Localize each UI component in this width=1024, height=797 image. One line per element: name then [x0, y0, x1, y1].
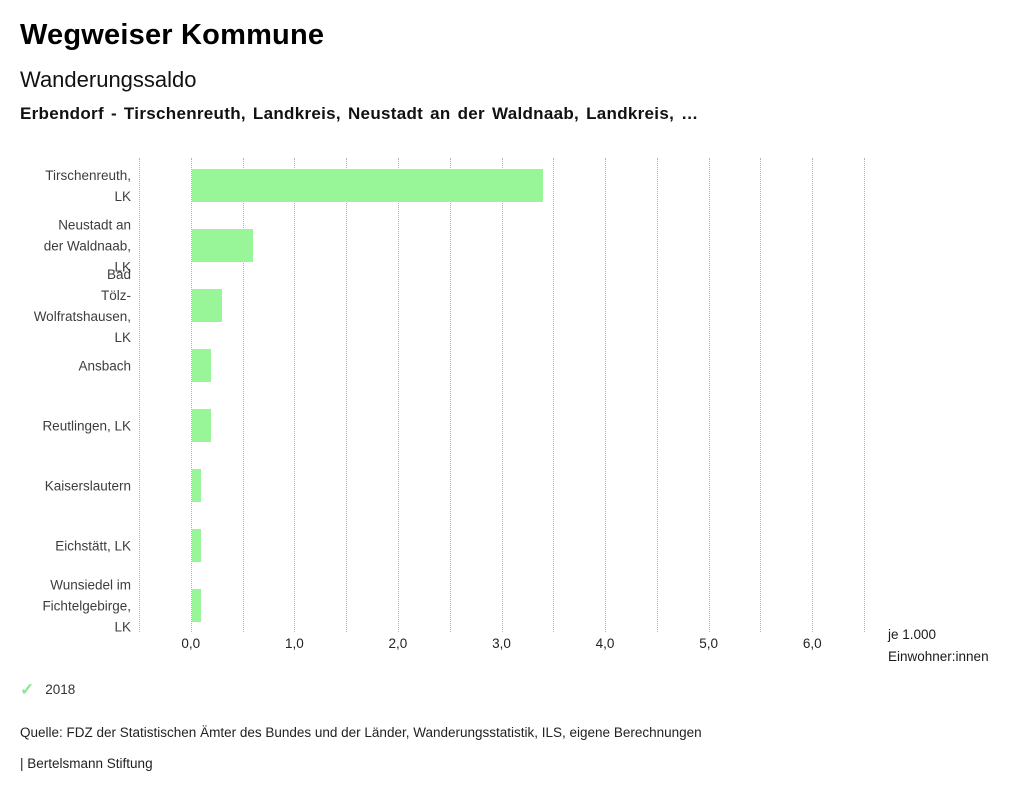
- gridline: [760, 158, 762, 632]
- check-icon: ✓: [20, 680, 35, 699]
- gridline: [812, 158, 814, 632]
- category-label: Eichstätt, LK: [55, 535, 131, 556]
- category-label-line: Fichtelgebirge,: [42, 598, 131, 613]
- category-label-line: Ansbach: [78, 358, 131, 373]
- gridline: [139, 158, 140, 632]
- category-label: Wunsiedel im Fichtelgebirge, LK: [42, 574, 131, 637]
- bar-kaiserslautern[interactable]: [191, 469, 202, 502]
- gridline: [449, 158, 451, 632]
- category-label-line: LK: [114, 259, 131, 274]
- category-label-line: Kaiserslautern: [44, 478, 131, 493]
- x-axis-unit: je 1.000 Einwohner:innen: [888, 624, 989, 668]
- category-label: Neustadt an der Waldnaab, LK: [44, 214, 131, 277]
- x-tick-label: 3,0: [492, 636, 511, 651]
- category-label-line: Wunsiedel im: [50, 577, 131, 592]
- category-label-line: Eichstätt, LK: [55, 538, 131, 553]
- legend-item-2018[interactable]: ✓ 2018: [20, 681, 75, 698]
- x-tick-label: 5,0: [699, 636, 719, 651]
- x-axis-unit-line1: je 1.000: [888, 627, 937, 642]
- category-label: Bad Tölz- Wolfratshausen, LK: [34, 264, 131, 348]
- x-axis: 0,0 1,0 2,0 3,0 4,0 5,0 6,0: [139, 636, 864, 656]
- bar-neustadt-an-der-waldnaab-lk[interactable]: [191, 229, 253, 262]
- x-tick-label: 0,0: [181, 636, 201, 651]
- indicator-title: Wanderungssaldo: [20, 67, 197, 92]
- category-label-line: LK: [114, 619, 131, 634]
- gridline: [294, 158, 296, 632]
- category-label: Tirschenreuth, LK: [45, 165, 131, 207]
- gridline: [501, 158, 503, 632]
- bar-ansbach[interactable]: [191, 349, 212, 382]
- gridline: [708, 158, 710, 632]
- x-tick-label: 2,0: [388, 636, 408, 651]
- category-labels: Tirschenreuth, LK Neustadt an der Waldnaab,…: [10, 158, 131, 635]
- bar-reutlingen-lk[interactable]: [191, 409, 212, 442]
- attribution-text: | Bertelsmann Stiftung: [20, 756, 153, 771]
- source-text: Quelle: FDZ der Statistischen Ämter des …: [20, 725, 702, 740]
- plot-area: [139, 158, 865, 632]
- category-label: Ansbach: [78, 355, 131, 376]
- category-label-line: Tölz-: [101, 287, 131, 303]
- chart-subtitle: Erbendorf - Tirschenreuth, Landkreis, Ne…: [20, 104, 699, 123]
- gridline: [553, 158, 555, 632]
- x-axis-unit-line2: Einwohner:innen: [888, 649, 989, 664]
- category-label-line: Wolfratshausen,: [33, 308, 131, 324]
- category-label-line: der Waldnaab,: [43, 238, 131, 253]
- category-label: Reutlingen, LK: [42, 415, 131, 436]
- x-tick-label: 6,0: [802, 636, 822, 651]
- gridline: [346, 158, 348, 632]
- gridline: [864, 158, 865, 632]
- x-tick-label: 4,0: [595, 636, 615, 651]
- category-label-line: LK: [114, 329, 131, 345]
- bar-bad-t-lz-wolfratshausen-lk[interactable]: [191, 289, 222, 322]
- category-label-line: Tirschenreuth,: [45, 167, 131, 183]
- category-label: Kaiserslautern: [45, 475, 131, 496]
- legend-year-label: 2018: [45, 682, 76, 697]
- gridline: [397, 158, 399, 632]
- gridline: [656, 158, 658, 632]
- category-label-line: Reutlingen, LK: [42, 418, 131, 433]
- gridline: [605, 158, 607, 632]
- category-label-line: Neustadt an: [58, 217, 131, 232]
- gridline: [242, 158, 244, 632]
- bar-tirschenreuth-lk[interactable]: [191, 169, 543, 202]
- gridline: [190, 158, 192, 632]
- x-tick-label: 1,0: [284, 636, 304, 651]
- app-title: Wegweiser Kommune: [20, 19, 325, 51]
- category-label-line: LK: [114, 188, 131, 204]
- bar-eichst-tt-lk[interactable]: [191, 529, 202, 562]
- category-label-line: Bad: [106, 266, 131, 282]
- bar-wunsiedel-im-fichtelgebirge-lk[interactable]: [191, 589, 202, 622]
